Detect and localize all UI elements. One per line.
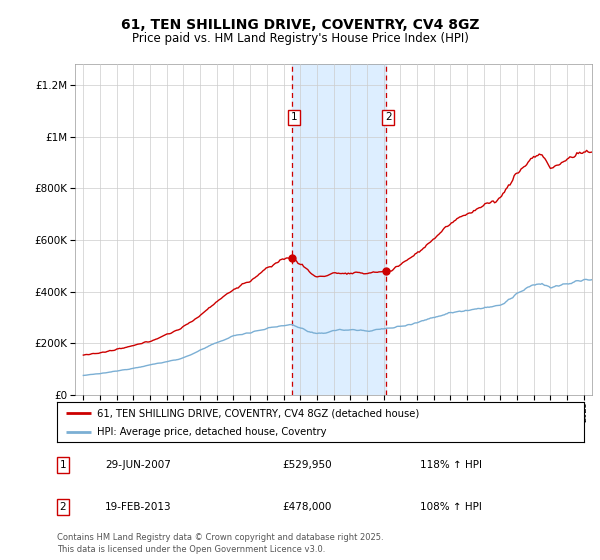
Text: 29-JUN-2007: 29-JUN-2007 <box>105 460 171 470</box>
Text: Price paid vs. HM Land Registry's House Price Index (HPI): Price paid vs. HM Land Registry's House … <box>131 32 469 45</box>
Text: 1: 1 <box>291 112 298 122</box>
Bar <box>292 64 386 395</box>
Text: £478,000: £478,000 <box>282 502 331 512</box>
Text: 2: 2 <box>59 502 67 512</box>
Text: 2: 2 <box>385 112 391 122</box>
Text: 118% ↑ HPI: 118% ↑ HPI <box>420 460 482 470</box>
Text: 61, TEN SHILLING DRIVE, COVENTRY, CV4 8GZ: 61, TEN SHILLING DRIVE, COVENTRY, CV4 8G… <box>121 18 479 32</box>
Text: 61, TEN SHILLING DRIVE, COVENTRY, CV4 8GZ (detached house): 61, TEN SHILLING DRIVE, COVENTRY, CV4 8G… <box>97 408 419 418</box>
Text: HPI: Average price, detached house, Coventry: HPI: Average price, detached house, Cove… <box>97 427 326 437</box>
Text: Contains HM Land Registry data © Crown copyright and database right 2025.
This d: Contains HM Land Registry data © Crown c… <box>57 533 383 554</box>
Text: £529,950: £529,950 <box>282 460 332 470</box>
Text: 108% ↑ HPI: 108% ↑ HPI <box>420 502 482 512</box>
Text: 1: 1 <box>59 460 67 470</box>
Text: 19-FEB-2013: 19-FEB-2013 <box>105 502 172 512</box>
